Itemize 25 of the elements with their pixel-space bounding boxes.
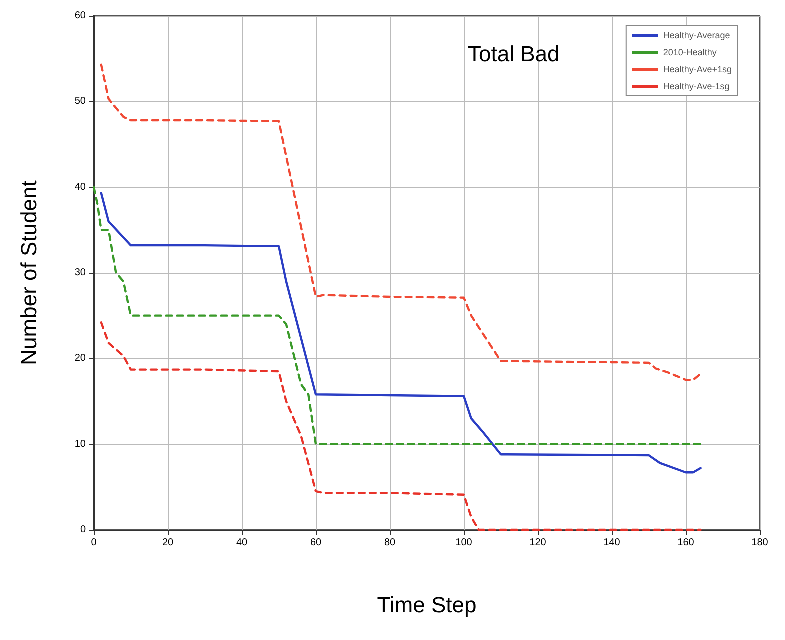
y-axis-title: Number of Student [16,180,42,366]
x-tick-label: 100 [456,538,473,548]
x-tick-label: 180 [752,538,769,548]
y-tick-label: 20 [74,353,86,364]
legend-label: Healthy-Average [663,30,730,40]
x-tick-label: 120 [530,538,547,548]
y-tick-label: 10 [74,438,86,450]
x-tick-label: 20 [162,538,174,548]
y-tick-label: 40 [74,182,86,193]
x-tick-label: 160 [678,538,695,548]
y-tick-label: 0 [80,524,86,536]
x-axis-title: Time Step [377,592,477,618]
y-tick-label: 60 [74,10,86,22]
x-tick-label: 40 [236,538,248,548]
y-tick-label: 30 [74,268,86,278]
text: Total Bad [468,42,560,66]
x-tick-label: 0 [91,538,98,548]
line-series [100,322,702,532]
x-tick-label: 140 [604,538,621,548]
legend-label: Healthy-Ave+1sg [663,64,732,74]
x-tick-label: 60 [310,538,322,548]
legend-label: 2010-Healthy [663,48,718,58]
legend-label: Healthy-Ave-1sg [663,82,730,92]
y-tick-label: 50 [74,96,86,108]
x-tick-label: 80 [384,538,396,548]
